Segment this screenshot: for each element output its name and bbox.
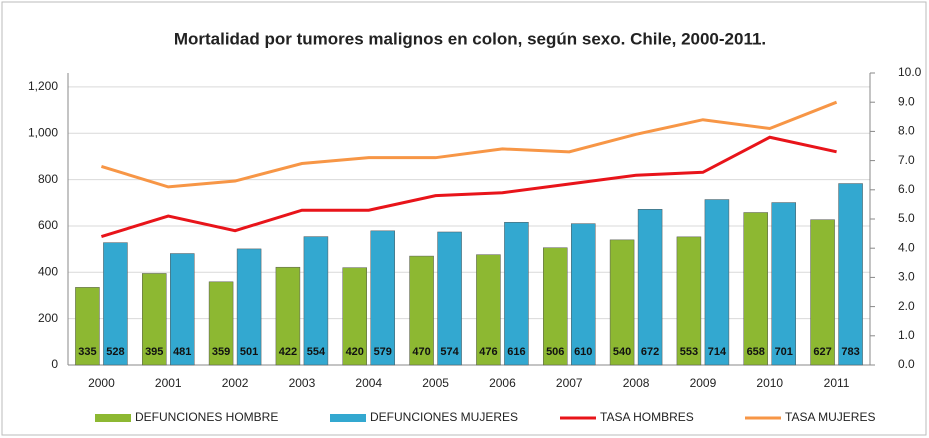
y2-tick-label: 4.0 [898,240,915,254]
legend-label: TASA MUJERES [785,410,875,424]
bar [437,231,462,366]
y2-tick-label: 6.0 [898,182,915,196]
bar-value-label: 506 [546,346,564,358]
bar-value-label: 610 [574,346,592,358]
bar-value-label: 579 [374,346,392,358]
y2-tick-label: 5.0 [898,211,915,225]
bar-value-label: 553 [680,346,698,358]
bar [838,183,863,366]
bar-value-label: 359 [212,346,230,358]
bar-value-label: 528 [106,346,124,358]
x-tick-label: 2010 [756,376,783,390]
x-tick-label: 2007 [556,376,583,390]
bar [342,267,367,366]
y-tick-label: 400 [38,264,58,278]
y-tick-label: 800 [38,172,58,186]
y2-tick-label: 10.0 [898,65,922,79]
bar [75,287,100,366]
x-tick-label: 2011 [824,376,850,390]
bar-value-label: 714 [708,346,727,358]
y-tick-label: 600 [38,218,58,232]
bar-value-label: 554 [307,346,326,358]
bar [704,199,730,366]
bar [637,209,663,366]
bar [504,221,529,366]
bar-value-label: 540 [613,346,631,358]
x-tick-label: 2004 [355,376,382,390]
bar-value-label: 701 [775,346,793,358]
bar-value-label: 420 [346,346,364,358]
bar [409,255,434,366]
y2-tick-label: 3.0 [898,270,915,284]
x-tick-label: 2000 [88,376,115,390]
x-tick-label: 2006 [489,376,516,390]
line [100,100,838,189]
x-tick-label: 2008 [623,376,650,390]
bar [303,236,329,366]
legend-swatch [95,414,131,422]
y2-tick-label: 2.0 [898,299,915,313]
bar-value-label: 476 [479,346,497,358]
y2-tick-label: 9.0 [898,94,915,108]
line [100,135,837,238]
bar [275,266,301,366]
y-tick-label: 1,200 [28,79,58,93]
bar-value-label: 658 [747,346,765,358]
bar-value-label: 470 [412,346,430,358]
bar [170,253,195,366]
bar [743,212,768,366]
bar [810,219,835,366]
bar-value-label: 672 [641,346,659,358]
bar-value-label: 501 [240,346,258,358]
bar-value-label: 395 [145,346,163,358]
y2-tick-label: 7.0 [898,153,915,167]
bar [476,254,501,366]
bar [103,242,128,366]
bar [571,223,596,366]
bar [771,202,796,366]
bar-value-label: 574 [440,346,459,358]
x-tick-label: 2002 [222,376,249,390]
chart-title: Mortalidad por tumores malignos en colon… [174,29,766,48]
bar [236,248,262,366]
bar [676,236,702,366]
x-tick-label: 2005 [422,376,449,390]
bar-value-label: 627 [813,346,831,358]
x-tick-label: 2009 [690,376,717,390]
bar [543,247,568,366]
y2-tick-label: 1.0 [898,328,915,342]
bar [208,281,234,366]
y-tick-label: 1,000 [28,125,58,139]
legend-label: TASA HOMBRES [600,410,694,424]
bar-value-label: 335 [78,346,96,358]
y-tick-label: 200 [38,311,58,325]
bar-value-label: 481 [173,346,191,358]
y2-tick-label: 0.0 [898,357,915,371]
bar [142,273,167,366]
legend-label: DEFUNCIONES HOMBRE [135,410,278,424]
x-tick-label: 2001 [155,376,182,390]
bar-value-label: 783 [841,346,859,358]
legend-swatch [330,414,366,422]
y-tick-label: 0 [51,357,58,371]
bar-value-label: 422 [279,346,297,358]
bar [370,230,395,366]
legend-label: DEFUNCIONES MUJERES [370,410,518,424]
y2-tick-label: 8.0 [898,124,915,138]
x-tick-label: 2003 [289,376,316,390]
bar [609,239,635,366]
bar-value-label: 616 [507,346,525,358]
